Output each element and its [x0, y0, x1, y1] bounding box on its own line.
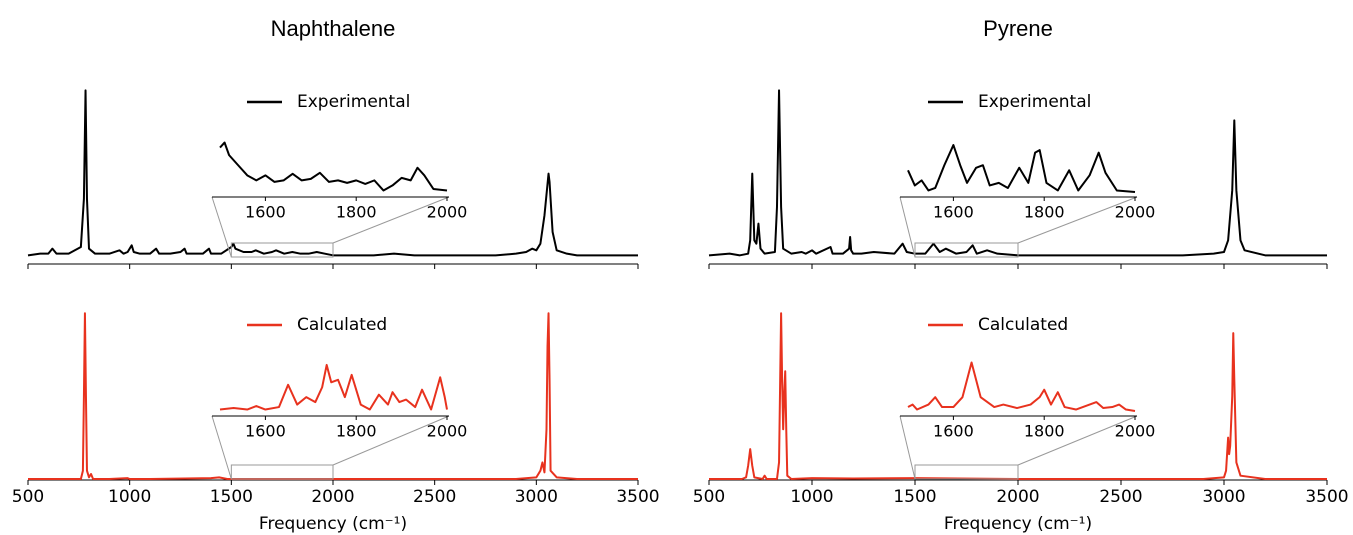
- x-tick-label: 1000: [790, 487, 833, 507]
- chart-title: Naphthalene: [271, 16, 396, 41]
- x-tick-label: 1500: [893, 487, 936, 507]
- zoom-box: [230, 464, 334, 480]
- spectrum-line: [709, 312, 1327, 480]
- zoom-box: [914, 242, 1019, 258]
- x-tick-label: 500: [693, 487, 725, 507]
- zoom-connector: [899, 196, 916, 258]
- inset-line: [907, 144, 1136, 193]
- zoom-box: [230, 242, 334, 258]
- x-tick-label: 3000: [1202, 487, 1245, 507]
- x-tick-label: 2000: [996, 487, 1039, 507]
- inset-line: [219, 363, 448, 411]
- x-tick-label: 1000: [108, 487, 151, 507]
- zoom-connector: [211, 196, 232, 258]
- inset-line: [907, 361, 1136, 412]
- spectrum-line: [708, 89, 1327, 257]
- zoom-box: [914, 464, 1019, 480]
- x-axis-label: Frequency (cm⁻¹): [259, 514, 407, 534]
- legend-label: Calculated: [297, 315, 387, 335]
- x-axis-label: Frequency (cm⁻¹): [944, 514, 1092, 534]
- legend-label: Experimental: [297, 92, 410, 112]
- inset-line: [219, 141, 448, 192]
- zoom-connector: [1017, 415, 1138, 466]
- x-tick-label: 3500: [616, 487, 659, 507]
- spectrum-line: [28, 312, 638, 480]
- zoom-connector: [899, 415, 916, 480]
- inset-tick-label: 1600: [245, 422, 286, 441]
- zoom-connector: [332, 196, 450, 244]
- inset-tick-label: 1800: [336, 203, 377, 222]
- zoom-connector: [1017, 196, 1138, 244]
- x-tick-label: 2500: [1099, 487, 1142, 507]
- inset-tick-label: 2000: [427, 422, 468, 441]
- legend-label: Experimental: [978, 92, 1091, 112]
- inset-tick-label: 2000: [1115, 422, 1156, 441]
- zoom-connector: [211, 415, 232, 480]
- inset-tick-label: 2000: [1115, 203, 1156, 222]
- legend-label: Calculated: [978, 315, 1068, 335]
- x-tick-label: 2500: [413, 487, 456, 507]
- inset-tick-label: 1800: [336, 422, 377, 441]
- x-tick-label: 3000: [515, 487, 558, 507]
- inset-tick-label: 1800: [1024, 203, 1065, 222]
- inset-tick-label: 1600: [933, 203, 974, 222]
- inset-tick-label: 1600: [933, 422, 974, 441]
- x-tick-label: 500: [12, 487, 44, 507]
- chart-title: Pyrene: [983, 16, 1053, 41]
- spectrum-line: [27, 89, 638, 257]
- x-tick-label: 2000: [311, 487, 354, 507]
- inset-tick-label: 1600: [245, 203, 286, 222]
- x-tick-label: 3500: [1305, 487, 1348, 507]
- inset-tick-label: 1800: [1024, 422, 1065, 441]
- inset-tick-label: 2000: [427, 203, 468, 222]
- zoom-connector: [332, 415, 450, 466]
- x-tick-label: 1500: [210, 487, 253, 507]
